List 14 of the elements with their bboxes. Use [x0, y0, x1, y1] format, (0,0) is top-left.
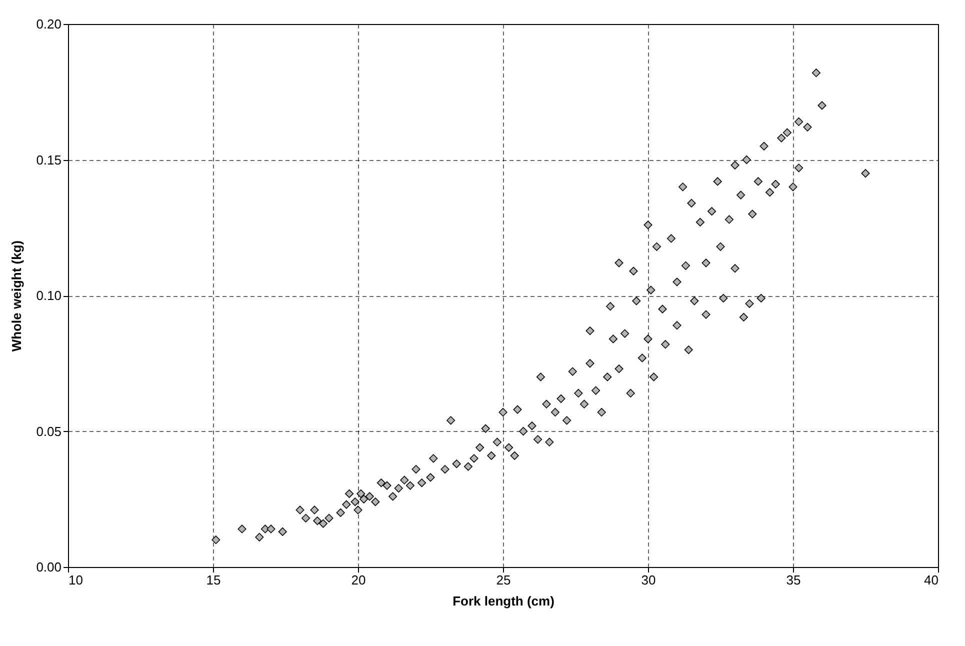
- x-axis-title: Fork length (cm): [452, 594, 554, 608]
- x-tick-label: 25: [496, 572, 511, 588]
- y-tick-label: 0.15: [36, 152, 62, 168]
- y-tick-label: 0.00: [36, 560, 62, 574]
- y-tick-label: 0.20: [36, 16, 62, 32]
- x-tick-label: 40: [924, 572, 938, 588]
- y-axis-title: Whole weight (kg): [9, 240, 24, 352]
- y-tick-label: 0.05: [36, 424, 62, 439]
- x-tick-label: 35: [786, 572, 801, 588]
- x-tick-label: 30: [641, 572, 656, 588]
- y-tick-label: 0.10: [36, 288, 62, 303]
- x-tick-label: 15: [206, 572, 221, 588]
- x-tick-label: 10: [68, 572, 83, 588]
- x-tick-label: 20: [351, 572, 366, 588]
